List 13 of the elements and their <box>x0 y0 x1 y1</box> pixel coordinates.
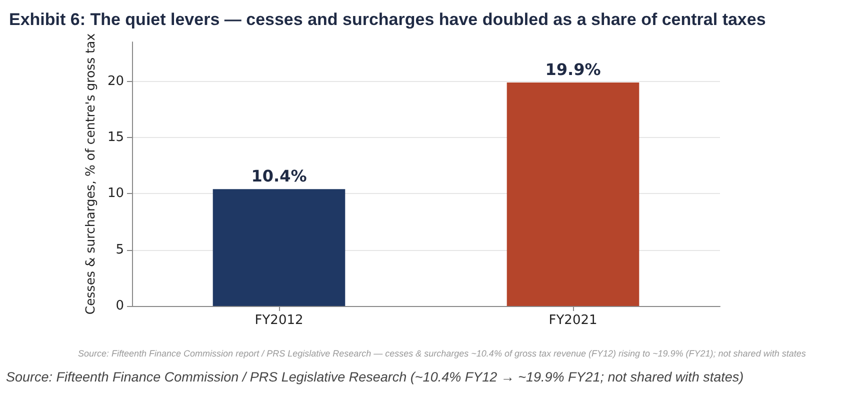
y-tick-label: 10 <box>107 186 124 202</box>
y-axis-title: Cesses & surcharges, % of centre's gross tax <box>82 33 98 315</box>
y-tick-label: 15 <box>107 130 124 145</box>
data-label: 10.4% <box>251 166 307 186</box>
data-label: 19.9% <box>545 60 601 79</box>
source-note: Source: Fifteenth Finance Commission report / PRS Legislative Research — cesses & surcharges ~10.4% of gross tax revenue (FY12) rising to ~19.9% (FY21); not shared with states <box>78 348 806 358</box>
y-tick-label: 20 <box>107 74 124 89</box>
source-note: Source: Fifteenth Finance Commission / PRS Legislative Research (~10.4% FY12 → ~19.9% FY21; not shared with states) <box>6 370 744 384</box>
y-tick-label: 5 <box>116 242 124 258</box>
chart-title: Exhibit 6: The quiet levers — cesses and surcharges have doubled as a share of central taxes <box>9 10 766 29</box>
x-tick-label: FY2021 <box>548 313 598 328</box>
x-tick-label: FY2012 <box>254 313 304 328</box>
y-tick-label: 0 <box>116 298 124 314</box>
